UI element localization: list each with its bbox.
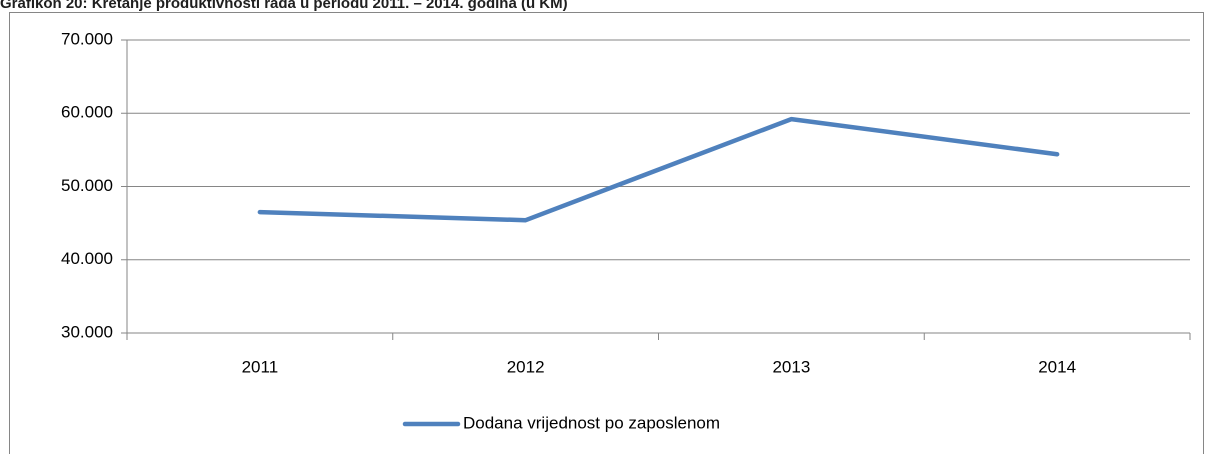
y-tick-label: 50.000 bbox=[61, 176, 113, 195]
x-tick-label: 2012 bbox=[507, 357, 545, 376]
data-line bbox=[257, 116, 1060, 223]
y-tick-label: 70.000 bbox=[61, 29, 113, 48]
y-tick-label: 30.000 bbox=[61, 322, 113, 341]
legend-label: Dodana vrijednost po zaposlenom bbox=[463, 413, 720, 432]
x-tick-label: 2011 bbox=[242, 357, 279, 376]
y-tick-label: 40.000 bbox=[61, 249, 113, 268]
chart-title: Grafikon 20: Kretanje produktivnosti rad… bbox=[0, 0, 568, 12]
x-tick-label: 2014 bbox=[1038, 357, 1076, 376]
x-tick-label: 2013 bbox=[772, 357, 810, 376]
y-tick-label: 60.000 bbox=[61, 103, 113, 122]
